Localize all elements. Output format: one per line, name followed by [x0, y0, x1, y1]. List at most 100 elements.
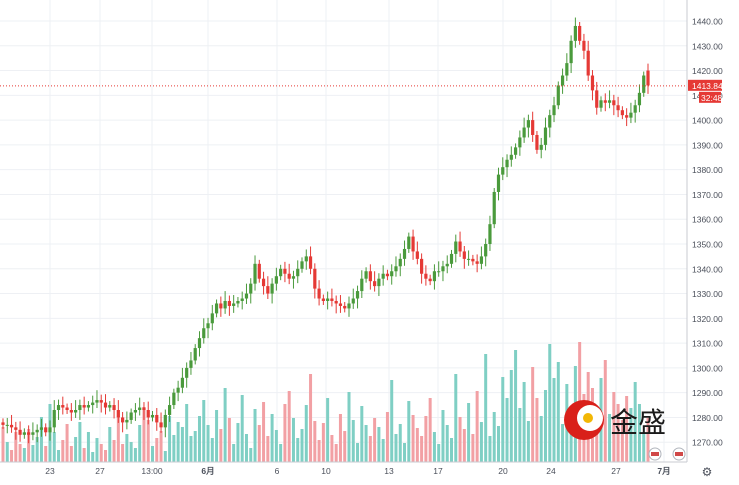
candle-body — [308, 256, 313, 269]
volume-bar — [471, 434, 475, 462]
y-tick-label: 1380.00 — [692, 165, 723, 175]
volume-bar — [227, 418, 231, 462]
candle-body — [620, 110, 624, 116]
candles — [1, 17, 650, 444]
x-tick-label: 7月 — [657, 466, 670, 476]
y-tick-label: 1300.00 — [692, 363, 723, 373]
candle-body — [599, 100, 603, 108]
volume-bar — [385, 412, 389, 462]
candle-body — [27, 432, 31, 435]
volume-bar — [287, 391, 291, 462]
candle-body — [603, 100, 607, 103]
volume-bar — [450, 438, 454, 462]
candle-body — [223, 300, 227, 309]
volume-bar — [270, 414, 274, 462]
countdown-badge — [699, 91, 721, 103]
candle-body — [475, 261, 479, 264]
volume-bar — [356, 443, 360, 462]
volume-bar — [257, 425, 261, 462]
volume-bar — [232, 444, 236, 462]
candle-body — [420, 258, 424, 274]
candle-body — [82, 405, 86, 408]
volume-bar — [69, 446, 73, 462]
candle-body — [232, 303, 236, 306]
candle-body — [432, 271, 437, 282]
volume-bar — [65, 424, 69, 462]
volume-bar — [616, 404, 620, 462]
candle-body — [449, 253, 454, 264]
volume-bar — [552, 378, 556, 462]
volume-bar — [236, 423, 240, 462]
volume-bar — [428, 398, 432, 462]
volume-bar — [142, 407, 146, 462]
volume-bar — [462, 429, 466, 462]
candle-body — [501, 167, 505, 175]
candle-body — [287, 273, 291, 279]
candle-body — [531, 120, 535, 135]
candle-body — [163, 414, 167, 428]
candle-body — [159, 422, 163, 428]
y-tick-label: 1420.00 — [692, 66, 723, 76]
volume-bar — [146, 420, 150, 462]
settings-gear-icon[interactable]: ⚙ — [702, 465, 713, 479]
volume-bar — [210, 438, 214, 462]
volume-bar — [543, 390, 547, 462]
volume-bar — [637, 404, 641, 462]
volume-bar — [266, 436, 270, 462]
volume-bar — [18, 444, 22, 462]
candle-body — [253, 263, 257, 284]
candle-body — [227, 300, 231, 306]
volume-bar — [514, 350, 518, 462]
candle-body — [121, 417, 125, 423]
volume-bar — [82, 448, 86, 462]
volume-bar — [351, 420, 355, 462]
candle-body — [95, 400, 99, 403]
volume-bar — [155, 438, 159, 462]
volume-bar — [531, 367, 535, 462]
volume-bar — [91, 452, 95, 462]
volume-bar — [35, 437, 39, 462]
volume-bar — [39, 417, 43, 462]
volume-bar — [612, 392, 616, 462]
volume-bar — [125, 434, 129, 462]
candle-body — [91, 402, 95, 406]
volume-bar — [548, 344, 552, 462]
volume-bar — [57, 450, 61, 462]
candle-body — [509, 154, 513, 160]
candle-body — [633, 105, 637, 113]
volume-bar — [172, 435, 176, 462]
watermark-text: 金盛 — [610, 407, 666, 438]
volume-bar — [14, 432, 18, 462]
candle-body — [317, 288, 321, 299]
volume-bar — [223, 388, 227, 462]
candle-body — [343, 305, 347, 309]
volume-bar — [377, 427, 381, 462]
y-tick-label: 1330.00 — [692, 289, 723, 299]
y-tick-label: 1350.00 — [692, 240, 723, 250]
volume-bar — [86, 432, 90, 462]
volume-bar — [321, 423, 325, 462]
volume-bar — [415, 428, 419, 462]
volume-bar — [22, 448, 26, 462]
y-tick-label: 1390.00 — [692, 140, 723, 150]
volume-bar — [398, 424, 402, 462]
volume-bar — [253, 409, 257, 462]
candle-body — [496, 174, 501, 192]
candle-body — [556, 85, 560, 106]
volume-bar — [501, 377, 505, 462]
volume-bar — [163, 451, 167, 462]
volume-bar — [492, 412, 496, 462]
volume-bar — [283, 404, 287, 462]
candle-body — [646, 70, 650, 86]
candle-body — [249, 283, 253, 294]
volume-bar — [99, 444, 103, 462]
x-axis: 23 27 13:00 6月 6 10 13 17 20 24 27 7月 ⚙ — [0, 447, 713, 479]
volume-bar — [112, 440, 116, 462]
candle-body — [560, 75, 565, 86]
candle-body — [642, 75, 646, 93]
candle-body — [283, 268, 287, 274]
candle-body — [586, 50, 590, 76]
volume-bar — [291, 418, 295, 462]
